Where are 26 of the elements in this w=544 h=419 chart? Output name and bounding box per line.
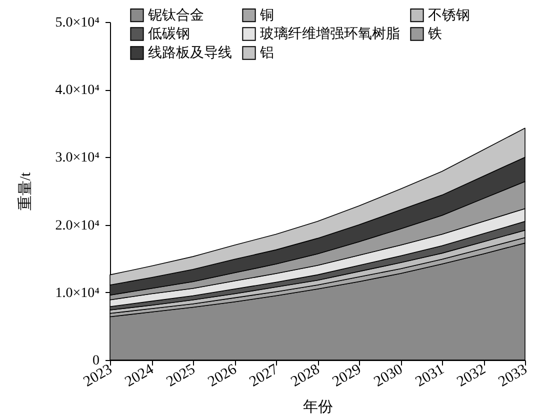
y-tick-label: 5.0×10⁴ xyxy=(55,16,100,30)
legend-label: 铝 xyxy=(259,45,274,61)
x-tick-label: 2030 xyxy=(372,361,406,390)
x-tick-label: 2031 xyxy=(413,361,447,390)
y-tick-label: 4.0×10⁴ xyxy=(55,83,100,98)
y-tick-label: 3.0×10⁴ xyxy=(55,150,100,166)
x-tick-label: 2032 xyxy=(454,361,488,390)
x-axis-title: 年份 xyxy=(303,398,333,416)
y-axis-title: 重量/t xyxy=(17,172,34,211)
x-tick-label: 2028 xyxy=(288,361,322,390)
legend-label: 线路板及导线 xyxy=(148,45,232,61)
x-tick-label: 2029 xyxy=(330,361,364,390)
legend-label: 不锈钢 xyxy=(428,7,470,24)
x-tick-label: 2024 xyxy=(122,361,157,390)
y-tick-label: 0 xyxy=(92,354,100,368)
legend-label: 铁 xyxy=(427,26,442,42)
legend-label: 铜 xyxy=(259,7,274,24)
legend-label: 低碳钢 xyxy=(148,26,190,42)
y-tick-label: 2.0×10⁴ xyxy=(55,218,100,234)
legend-label: 玻璃纤维增强环氧树脂 xyxy=(260,26,400,42)
x-tick-label: 2033 xyxy=(496,361,530,390)
x-tick-label: 2026 xyxy=(206,361,240,390)
legend-label: 铌钛合金 xyxy=(147,7,204,24)
x-tick-label: 2027 xyxy=(247,361,282,390)
y-tick-label: 1.0×10⁴ xyxy=(55,286,100,301)
x-tick-label: 2025 xyxy=(164,361,198,390)
